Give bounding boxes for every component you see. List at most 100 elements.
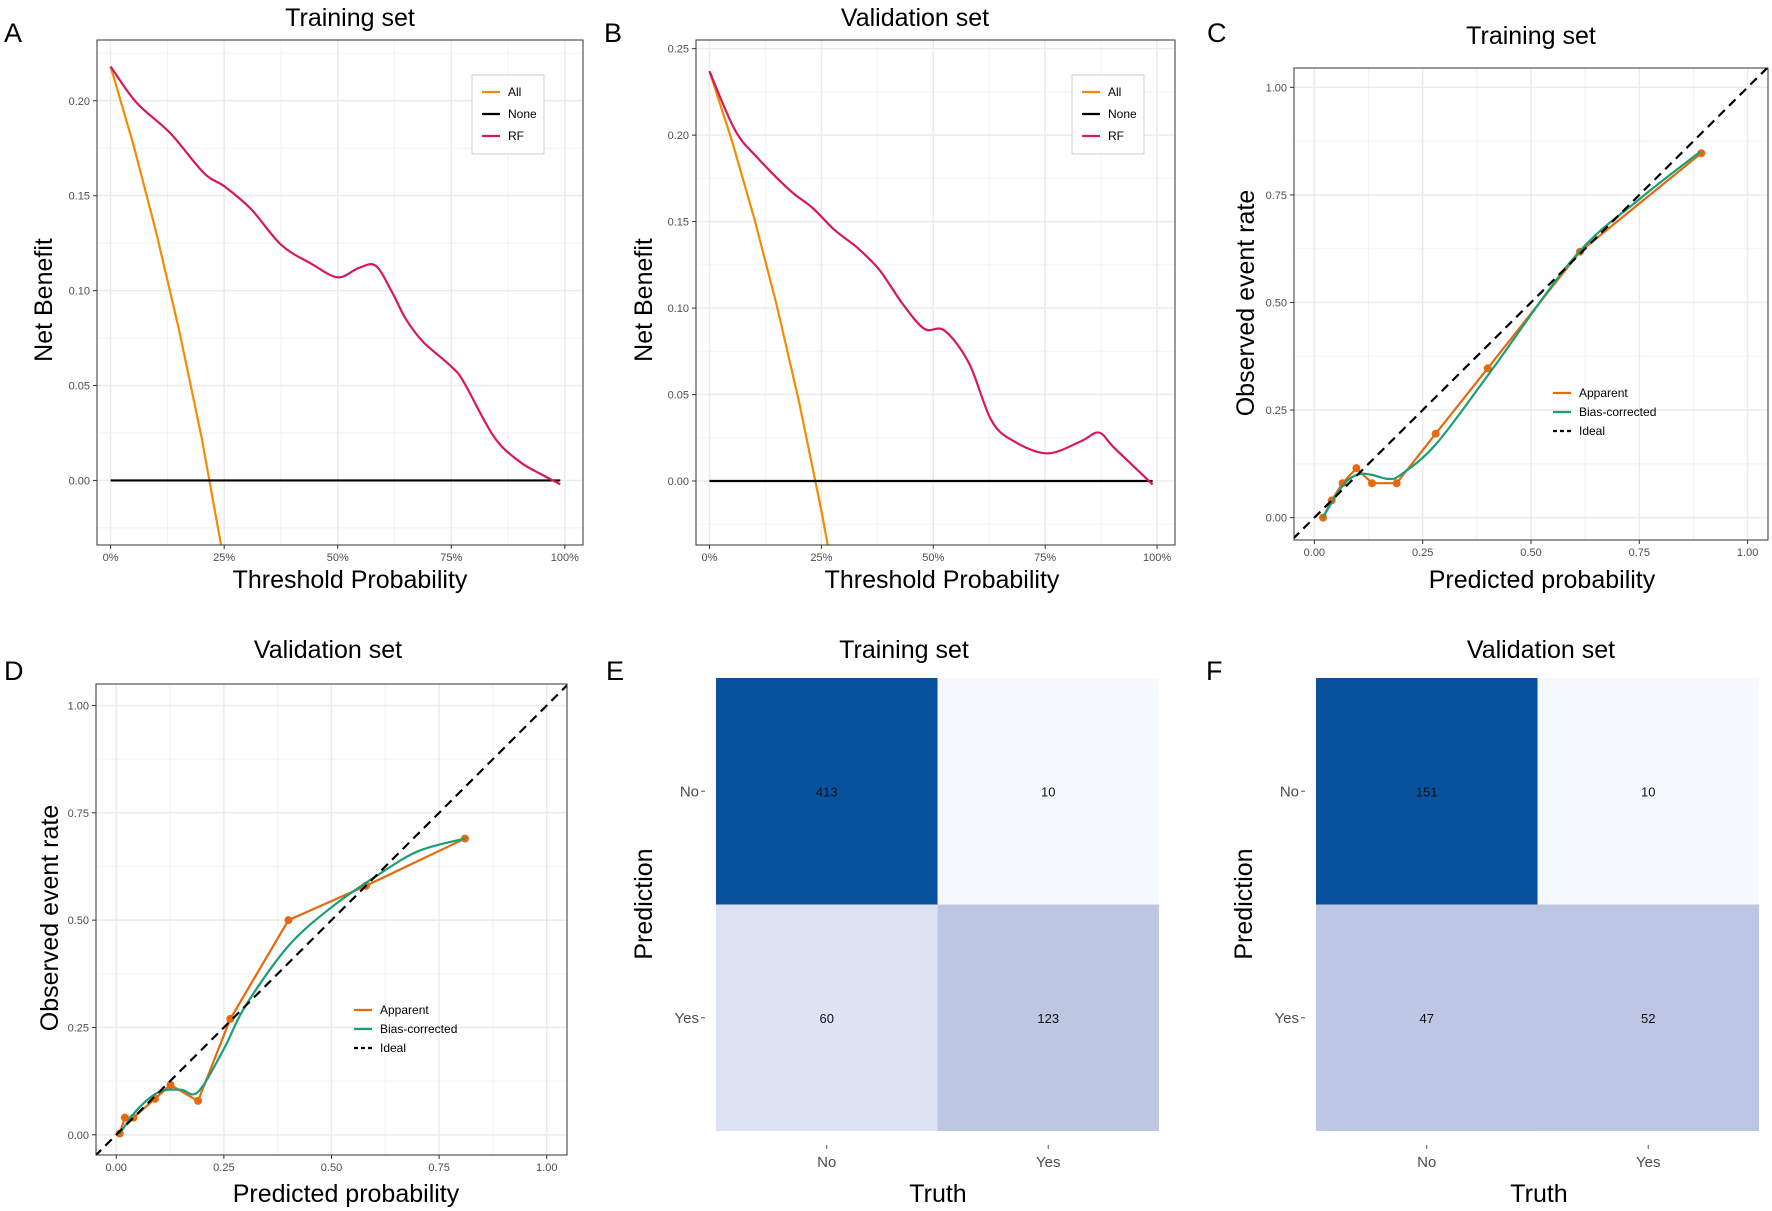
x-tick-label: 75% [1034, 552, 1056, 564]
y-axis-title: Net Benefit [30, 238, 58, 362]
x-tick-label: 50% [327, 552, 349, 564]
x-tick-label: 50% [922, 552, 944, 564]
y-tick-label: 0.50 [68, 915, 89, 927]
x-tick-label: 0.25 [213, 1162, 234, 1174]
cell-value: 151 [1416, 784, 1438, 799]
y-tick-label: 0.05 [69, 381, 90, 393]
y-tick-label: 0.25 [1266, 405, 1287, 417]
legend-label: Apparent [1579, 386, 1628, 400]
x-tick-label: 0.50 [1520, 547, 1541, 559]
y-tick-label: 0.15 [69, 191, 90, 203]
heatmap-cell [937, 904, 1159, 1131]
data-point [1431, 429, 1440, 438]
series-line-apparent [118, 837, 466, 1134]
data-point [1338, 479, 1347, 488]
cell-value: 10 [1041, 784, 1055, 799]
panel-letter: D [4, 656, 24, 686]
cell-value: 123 [1037, 1011, 1059, 1026]
y-tick-label: No [680, 783, 699, 800]
heatmap-cell [1537, 904, 1759, 1131]
x-tick-label: 0.75 [428, 1162, 449, 1174]
heatmap-cell [937, 678, 1159, 905]
y-tick-label: 0.00 [668, 476, 689, 488]
panel-letter: B [604, 18, 622, 48]
series-line-bias-corrected [1322, 151, 1701, 519]
x-tick-label: 0.75 [1629, 547, 1650, 559]
legend-label: Ideal [1579, 424, 1605, 438]
legend-label: RF [1108, 129, 1124, 143]
panel-title: Training set [285, 4, 415, 32]
series-line-all [708, 70, 829, 545]
series-line-ideal [96, 684, 567, 1155]
data-point [194, 1096, 203, 1105]
panel-letter: A [4, 18, 22, 48]
panel-letter: F [1206, 656, 1223, 686]
y-axis-title: Observed event rate [1232, 190, 1260, 417]
heatmap-cell [1537, 678, 1759, 905]
data-point [1392, 479, 1401, 488]
cell-value: 413 [816, 784, 838, 799]
data-point [166, 1081, 175, 1090]
x-tick-label: 0.25 [1412, 547, 1433, 559]
x-axis-title: Predicted probability [1429, 566, 1656, 594]
data-point [226, 1014, 235, 1023]
heatmap-cell [716, 904, 938, 1131]
y-tick-label: 0.10 [668, 303, 689, 315]
panel-d: D Validation set Predicted probability Obse… [4, 636, 568, 1208]
plot-border [95, 683, 568, 1156]
cell-value: 10 [1641, 784, 1655, 799]
x-tick-label: 0.50 [321, 1162, 342, 1174]
y-tick-label: 0.25 [668, 44, 689, 56]
panel-e: E Training set Truth Prediction 413 10 60 123 No… [606, 636, 1159, 1208]
heatmap-cell [716, 678, 938, 905]
x-tick-label: 25% [213, 552, 235, 564]
panel-title: Training set [1466, 22, 1596, 50]
x-axis-title: Truth [909, 1180, 966, 1208]
legend-label: RF [508, 129, 524, 143]
panel-title: Validation set [1467, 636, 1615, 664]
legend-label: All [508, 85, 521, 99]
heatmap-cell [1316, 904, 1538, 1131]
panel-title: Training set [839, 636, 969, 664]
x-tick-label: 0% [701, 552, 717, 564]
cell-value: 47 [1420, 1011, 1434, 1026]
y-tick-label: 1.00 [1266, 82, 1287, 94]
x-tick-label: 25% [810, 552, 832, 564]
series-line-ideal [1294, 68, 1768, 540]
x-tick-label: Yes [1636, 1154, 1660, 1171]
data-point [284, 916, 293, 925]
y-axis-title: Prediction [1230, 848, 1258, 959]
y-tick-label: 0.00 [68, 1130, 89, 1142]
y-tick-label: 1.00 [68, 700, 89, 712]
y-axis-title: Observed event rate [36, 805, 64, 1032]
y-tick-label: Yes [675, 1010, 699, 1027]
data-point [1352, 464, 1361, 473]
series-group [96, 684, 567, 1155]
legend-label: Apparent [380, 1003, 429, 1017]
x-axis-title: Predicted probability [233, 1180, 460, 1208]
x-tick-label: 0.00 [106, 1162, 127, 1174]
data-point [1367, 479, 1376, 488]
series-group [1294, 68, 1768, 540]
y-axis-title: Prediction [630, 848, 658, 959]
series-line-rf [708, 70, 1154, 486]
y-tick-label: 0.20 [668, 130, 689, 142]
x-tick-label: Yes [1036, 1154, 1060, 1171]
x-tick-label: No [817, 1154, 836, 1171]
plot-border [695, 39, 1176, 546]
data-point [120, 1113, 129, 1122]
x-tick-label: No [1417, 1154, 1436, 1171]
y-tick-label: No [1280, 783, 1299, 800]
x-axis-title: Threshold Probability [233, 566, 468, 594]
y-tick-label: Yes [1275, 1010, 1299, 1027]
y-tick-label: 0.25 [68, 1022, 89, 1034]
cell-value: 52 [1641, 1011, 1655, 1026]
plot-border [1293, 67, 1769, 541]
cell-value: 60 [820, 1011, 834, 1026]
x-tick-label: 1.00 [1737, 547, 1758, 559]
panel-b: B Validation set Threshold Probability Net … [604, 4, 1176, 594]
legend-label: Bias-corrected [380, 1022, 457, 1036]
series-line-all [109, 66, 223, 545]
plot-border [96, 39, 584, 546]
